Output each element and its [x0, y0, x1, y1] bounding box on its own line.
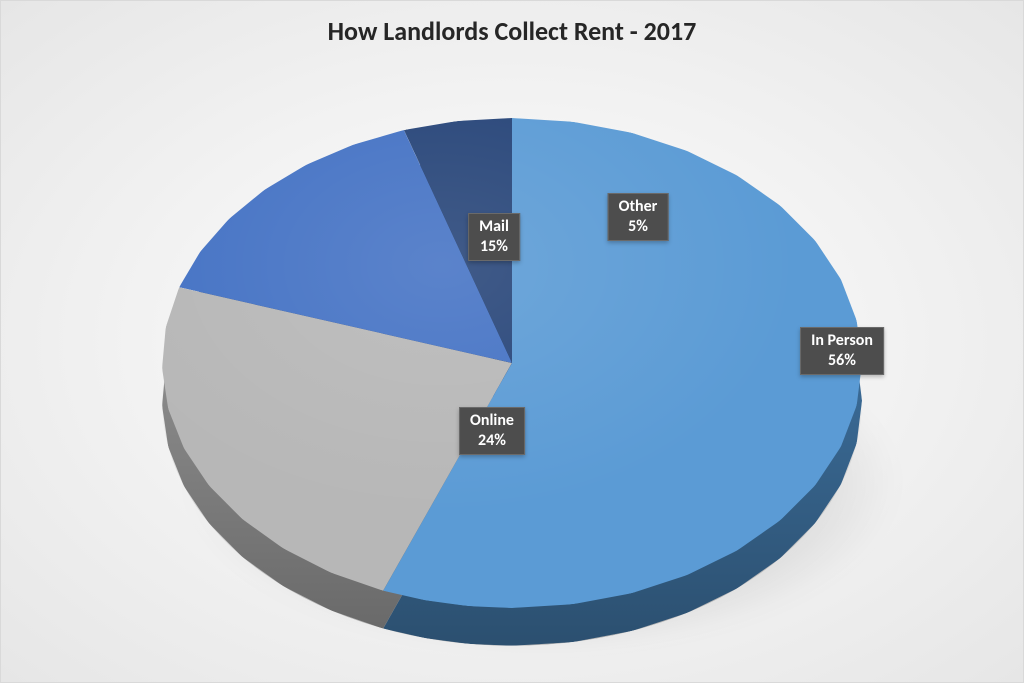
pie-chart: In Person 56% Online 24% Mail 15% Other … [162, 83, 862, 643]
slice-label-text: Online [470, 411, 514, 431]
chart-title: How Landlords Collect Rent - 2017 [1, 15, 1023, 47]
slice-label-text: In Person [811, 331, 873, 351]
slice-label-value: 56% [811, 351, 873, 371]
slice-label-mail: Mail 15% [468, 213, 520, 261]
slice-label-value: 15% [479, 237, 509, 257]
slice-label-value: 5% [619, 217, 658, 237]
chart-frame: How Landlords Collect Rent - 2017 In Per… [0, 0, 1024, 683]
slice-label-other: Other 5% [608, 193, 669, 241]
slice-label-in-person: In Person 56% [800, 327, 884, 375]
pie-3d-container [162, 118, 862, 608]
slice-label-online: Online 24% [459, 407, 525, 455]
slice-label-value: 24% [470, 431, 514, 451]
slice-label-text: Other [619, 197, 658, 217]
pie-top [162, 118, 862, 608]
slice-label-text: Mail [479, 217, 509, 237]
